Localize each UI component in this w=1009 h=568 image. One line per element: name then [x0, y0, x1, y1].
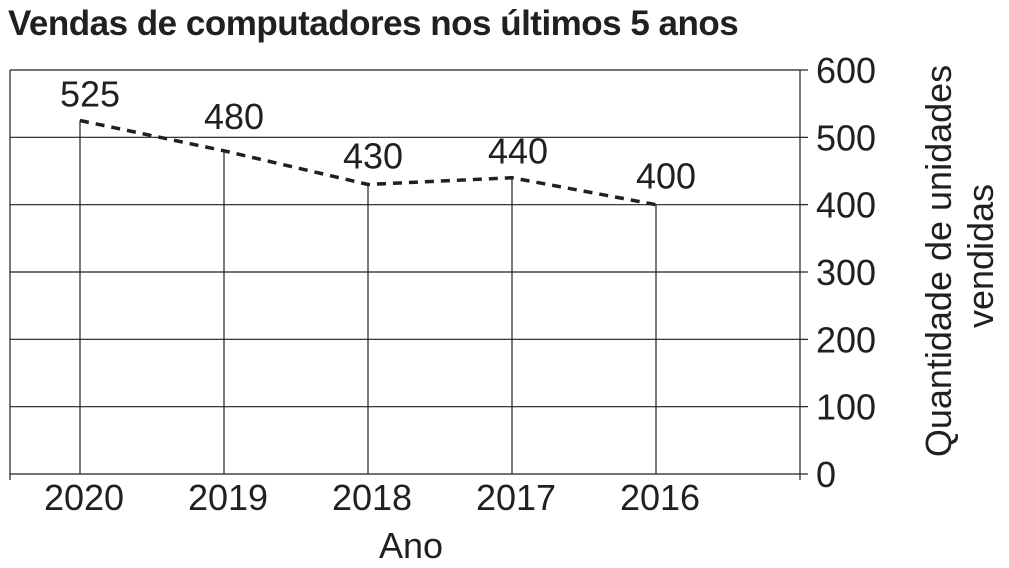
- gridlines: [10, 69, 800, 475]
- y-tick-labels: 0 100 200 300 400 500 600: [800, 50, 876, 495]
- y-tick-label-0: 0: [816, 454, 836, 495]
- x-tick-label-2020: 2020: [44, 477, 124, 518]
- x-tick-label-2019: 2019: [188, 477, 268, 518]
- series-lines: [79, 118, 657, 207]
- y-axis-title: Quantidade de unidades vendidas: [918, 55, 1001, 457]
- x-tick-label-2018: 2018: [332, 477, 412, 518]
- data-label-2019: 480: [204, 96, 264, 137]
- x-tick-label-2016: 2016: [620, 477, 700, 518]
- data-label-2017: 440: [488, 131, 548, 172]
- y-axis-title-line-2: vendidas: [960, 184, 1001, 328]
- y-tick-label-500: 500: [816, 117, 876, 158]
- x-tick-labels: 2020 2019 2018 2017 2016: [44, 477, 700, 518]
- data-labels: 525 480 430 440 400: [60, 74, 696, 197]
- y-tick-label-400: 400: [816, 185, 876, 226]
- y-tick-label-600: 600: [816, 50, 876, 91]
- data-label-2020: 525: [60, 74, 120, 115]
- chart-title: Vendas de computadores nos últimos 5 ano…: [8, 4, 739, 43]
- y-tick-label-300: 300: [816, 252, 876, 293]
- data-label-2016: 400: [636, 156, 696, 197]
- x-axis-title: Ano: [379, 525, 443, 566]
- y-axis-title-line-1: Quantidade de unidades: [918, 65, 959, 457]
- y-tick-label-100: 100: [816, 387, 876, 428]
- y-tick-label-200: 200: [816, 319, 876, 360]
- drop-lines: [79, 120, 657, 474]
- plot-frame: [9, 70, 801, 480]
- x-tick-label-2017: 2017: [476, 477, 556, 518]
- data-label-2018: 430: [343, 135, 403, 176]
